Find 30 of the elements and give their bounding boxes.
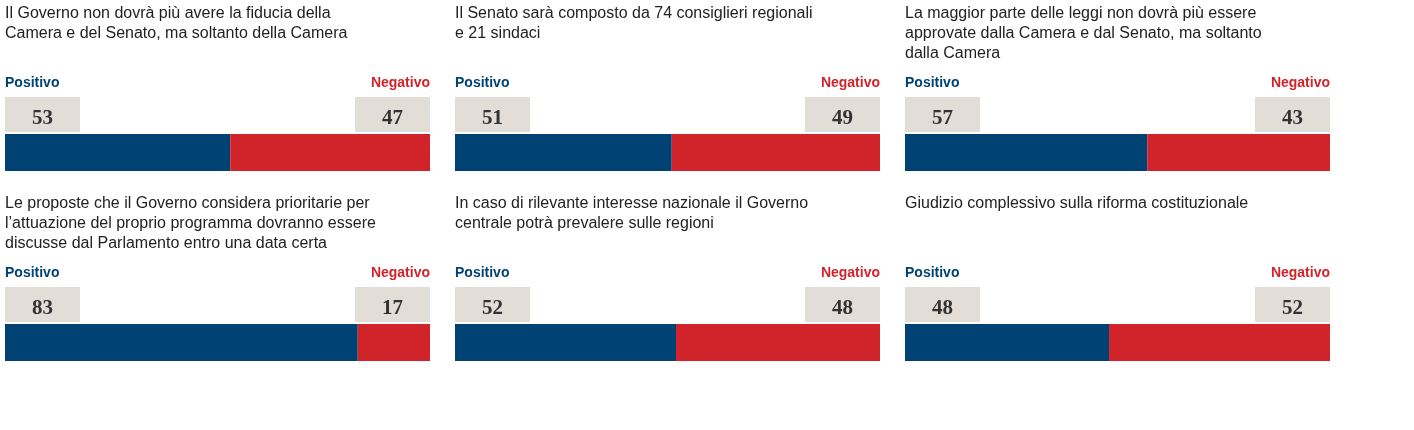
chart-title: Giudizio complessivo sulla riforma costituzionale xyxy=(905,194,1249,211)
chart-title: In caso di rilevante interesse nazionale il Governo centrale potrà prevalere sulle regioni xyxy=(455,194,809,231)
data-label: 43 xyxy=(1282,105,1303,129)
chart-title: Il Senato sarà composto da 74 consiglieri regionali e 21 sindaci xyxy=(455,4,813,41)
text: Negativo xyxy=(820,264,880,280)
text: Positivo xyxy=(905,74,960,90)
data-label: 48 xyxy=(832,295,853,319)
text: Positivo xyxy=(5,264,60,280)
data-label: 52 xyxy=(482,295,503,319)
data-label: 57 xyxy=(932,105,953,129)
data-label: 17 xyxy=(382,295,403,319)
data-label: 83 xyxy=(32,295,53,319)
data-label: 52 xyxy=(1282,295,1303,319)
text: Negativo xyxy=(820,74,880,90)
chart-title: La maggior parte delle leggi non dovrà più essere approvate dalla Camera e dal Senato, ma soltanto dalla Camera xyxy=(905,4,1262,61)
data-label: 47 xyxy=(382,105,403,129)
data-label: 48 xyxy=(932,295,953,319)
text: Positivo xyxy=(5,74,60,90)
data-label: 49 xyxy=(832,105,853,129)
chart-title: Le proposte che il Governo considera prioritarie per l’attuazione del proprio programma dovranno essere discusse dal Parlamento entro una data certa xyxy=(5,194,376,251)
text: Negativo xyxy=(370,74,430,90)
text: Negativo xyxy=(370,264,430,280)
text: Positivo xyxy=(455,74,510,90)
text: Negativo xyxy=(1270,264,1330,280)
text: Positivo xyxy=(905,264,960,280)
data-label: 51 xyxy=(482,105,503,129)
text: Negativo xyxy=(1270,74,1330,90)
data-label: 53 xyxy=(32,105,53,129)
chart-title: Il Governo non dovrà più avere la fiducia della Camera e del Senato, ma soltanto della Camera xyxy=(5,4,348,41)
text: Positivo xyxy=(455,264,510,280)
